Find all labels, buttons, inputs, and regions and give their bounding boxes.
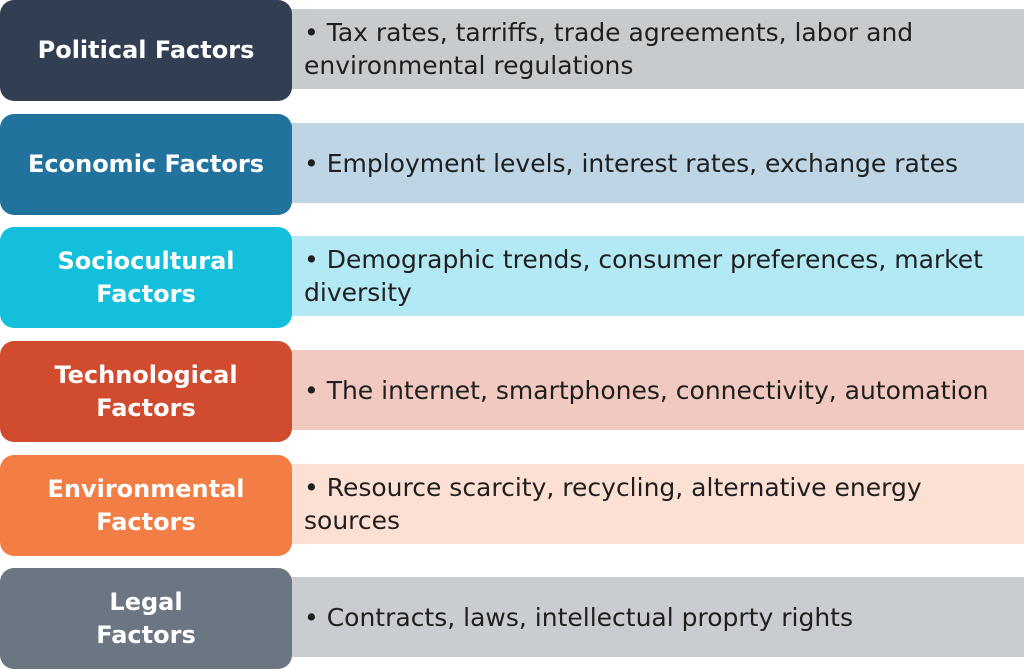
description-bar: • The internet, smartphones, connectivit… [282, 350, 1024, 430]
factor-label-box: Environmental Factors [0, 455, 292, 556]
description-text: • The internet, smartphones, connectivit… [304, 375, 989, 405]
factor-label: Environmental Factors [47, 474, 245, 536]
factor-label: Economic Factors [28, 150, 264, 178]
factor-label: Political Factors [37, 36, 255, 64]
factor-label: Sociocultural Factors [57, 246, 235, 308]
description-text: • Contracts, laws, intellectual proprty … [304, 602, 853, 632]
row-sociocultural: • Demographic trends, consumer preferenc… [0, 227, 1024, 329]
description-bar: • Tax rates, tarriffs, trade agreements,… [282, 9, 1024, 89]
description-text: • Tax rates, tarriffs, trade agreements,… [304, 18, 914, 80]
description-bar: • Resource scarcity, recycling, alternat… [282, 464, 1024, 544]
factor-label-box: Economic Factors [0, 114, 292, 215]
row-environmental: • Resource scarcity, recycling, alternat… [0, 455, 1024, 557]
row-technological: • The internet, smartphones, connectivit… [0, 341, 1024, 443]
factor-label: Technological Factors [54, 360, 238, 422]
factor-label-box: Sociocultural Factors [0, 227, 292, 328]
description-bar: • Demographic trends, consumer preferenc… [282, 236, 1024, 316]
factor-label-box: Technological Factors [0, 341, 292, 442]
description-text: • Demographic trends, consumer preferenc… [304, 245, 983, 307]
row-legal: • Contracts, laws, intellectual proprty … [0, 568, 1024, 670]
row-political: • Tax rates, tarriffs, trade agreements,… [0, 0, 1024, 102]
description-bar: • Employment levels, interest rates, exc… [282, 123, 1024, 203]
description-text: • Employment levels, interest rates, exc… [304, 148, 959, 178]
description-bar: • Contracts, laws, intellectual proprty … [282, 577, 1024, 657]
factor-label-box: Legal Factors [0, 568, 292, 669]
factor-label-box: Political Factors [0, 0, 292, 101]
row-economic: • Employment levels, interest rates, exc… [0, 114, 1024, 216]
factor-label: Legal Factors [96, 587, 196, 649]
description-text: • Resource scarcity, recycling, alternat… [304, 473, 922, 535]
